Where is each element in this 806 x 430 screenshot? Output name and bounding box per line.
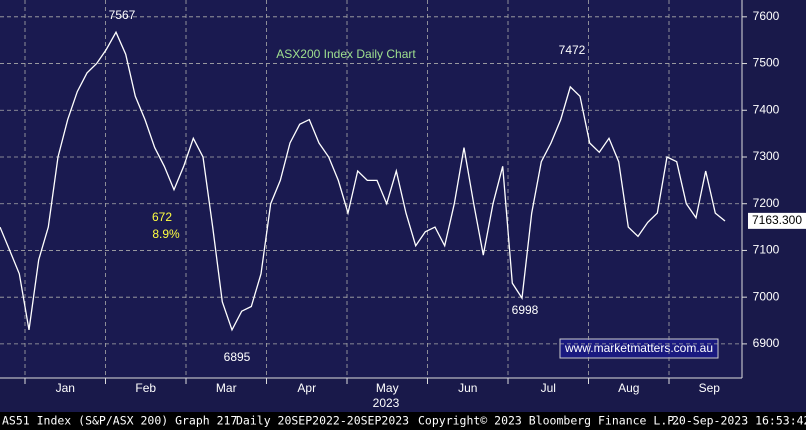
y-tick-label: 7000 bbox=[753, 289, 780, 303]
x-tick-label: Mar bbox=[216, 381, 237, 395]
last-price-label: 7163.300 bbox=[752, 213, 802, 227]
annotation: 7567 bbox=[109, 8, 136, 22]
x-tick-label: Jul bbox=[541, 381, 556, 395]
annotation: 8.9% bbox=[152, 227, 180, 241]
x-tick-label: Sep bbox=[699, 381, 721, 395]
footer-text: Daily 20SEP2022-20SEP2023 bbox=[236, 414, 409, 428]
x-tick-label: Apr bbox=[297, 381, 316, 395]
annotation: 6895 bbox=[224, 350, 251, 364]
x-tick-label: Feb bbox=[135, 381, 156, 395]
y-tick-label: 7200 bbox=[753, 196, 780, 210]
y-tick-label: 7400 bbox=[753, 102, 780, 116]
annotation: 6998 bbox=[512, 303, 539, 317]
plot-area bbox=[0, 0, 742, 378]
annotation: 7472 bbox=[559, 43, 586, 57]
year-label: 2023 bbox=[373, 396, 400, 410]
y-tick-label: 7500 bbox=[753, 56, 780, 70]
y-tick-label: 7100 bbox=[753, 243, 780, 257]
footer-text: Copyright© 2023 Bloomberg Finance L.P. bbox=[418, 414, 681, 428]
footer-text: AS51 Index (S&P/ASX 200) Graph 217 bbox=[2, 414, 237, 428]
last-price-box bbox=[748, 212, 806, 229]
footer-bg bbox=[0, 412, 806, 430]
x-tick-label: Jun bbox=[458, 381, 477, 395]
x-tick-label: May bbox=[376, 381, 399, 395]
watermark: www.marketmatters.com.au bbox=[564, 341, 713, 355]
price-line bbox=[0, 30, 726, 332]
y-tick-label: 7600 bbox=[753, 9, 780, 23]
x-tick-label: Aug bbox=[618, 381, 639, 395]
chart-title: ASX200 Index Daily Chart bbox=[276, 47, 416, 61]
y-tick-label: 6900 bbox=[753, 336, 780, 350]
footer-text: 20-Sep-2023 16:53:42 bbox=[672, 414, 806, 428]
annotation: 672 bbox=[152, 210, 172, 224]
x-tick-label: Jan bbox=[56, 381, 75, 395]
y-tick-label: 7300 bbox=[753, 149, 780, 163]
watermark-box bbox=[559, 338, 719, 359]
